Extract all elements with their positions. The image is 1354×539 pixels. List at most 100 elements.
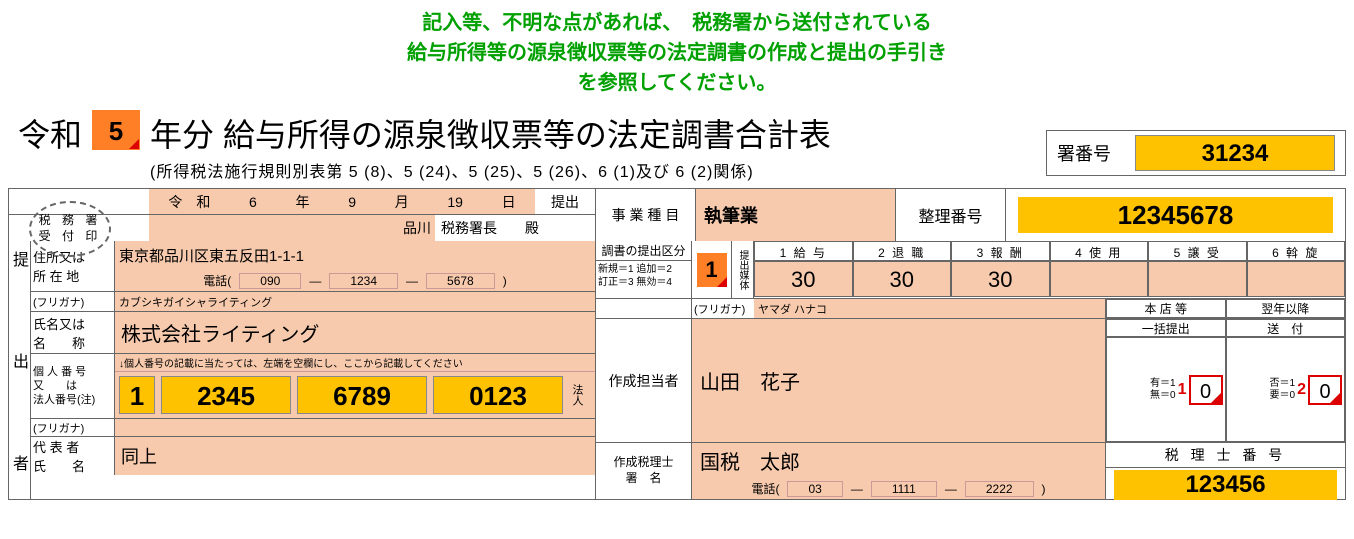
rep-label1: 代 表 者 xyxy=(33,437,112,456)
col-h4: 4 使 用 xyxy=(1050,241,1149,261)
header-line1: 記入等、不明な点があれば、 税務署から送付されている xyxy=(8,8,1346,38)
zdash1: — xyxy=(851,482,863,496)
ztel-close: ) xyxy=(1042,482,1046,496)
chousho-legend: 新規＝1 追加＝2 訂正＝3 無効＝4 xyxy=(596,261,691,298)
tel2: 1234 xyxy=(329,273,398,289)
tel-label: 電話( xyxy=(203,272,231,289)
seiri-value: 12345678 xyxy=(1018,197,1332,233)
corpnum-4: 0123 xyxy=(433,376,563,414)
dash1: — xyxy=(309,274,321,288)
tel3: 5678 xyxy=(426,273,495,289)
ztel2: 1111 xyxy=(871,481,937,497)
header-line2: 給与所得等の源泉徴収票等の法定調書の作成と提出の手引き xyxy=(8,38,1346,68)
title-main: 年分 給与所得の源泉徴収票等の法定調書合計表 xyxy=(150,110,1046,156)
col-v6 xyxy=(1247,261,1346,297)
col-v3: 30 xyxy=(951,261,1050,297)
rep-furigana xyxy=(115,419,595,436)
ztel-label: 電話( xyxy=(751,480,779,497)
zeirishi-label1: 作成税理士 xyxy=(613,455,673,471)
submit-date-row: 令 和 6 年 9 月 19 日 xyxy=(149,189,535,214)
addr-label2: 所 在 地 xyxy=(33,266,112,285)
tax-office-suffix: 税務署長 殿 xyxy=(435,218,595,238)
col-h3: 3 報 酬 xyxy=(951,241,1050,261)
biz-type-value: 執筆業 xyxy=(695,189,895,241)
rep-name: 同上 xyxy=(115,437,595,475)
col-v4 xyxy=(1050,261,1149,297)
ari-label: 有＝1 xyxy=(1150,378,1176,390)
houjin-label: 法人 xyxy=(569,384,585,406)
ztel1: 03 xyxy=(787,481,842,497)
sho-bango-label: 署番号 xyxy=(1057,140,1111,166)
furigana-label2: (フリガナ) xyxy=(31,419,115,436)
corpnum-label2: 又 は xyxy=(33,379,112,393)
stamp-circle: 税 務 署 受 付 印 xyxy=(29,201,111,257)
col-h5: 5 譲 受 xyxy=(1148,241,1247,261)
zdash2: — xyxy=(945,482,957,496)
corpnum-2: 2345 xyxy=(161,376,291,414)
year-value: 5 xyxy=(92,110,140,150)
rep-label2: 氏 名 xyxy=(33,456,112,475)
prep-name: 山田 花子 xyxy=(692,319,1105,442)
seiri-label: 整理番号 xyxy=(895,189,1005,241)
col-v2: 30 xyxy=(853,261,952,297)
zeirishi-label2: 署 名 xyxy=(625,471,661,487)
prep-label: 作成担当者 xyxy=(596,319,691,443)
date-m: 9 xyxy=(348,194,356,210)
col-h6: 6 斡 旋 xyxy=(1247,241,1346,261)
date-era: 令 和 xyxy=(168,192,210,212)
stamp-line1: 税 務 署 xyxy=(39,213,102,229)
date-d: 19 xyxy=(447,194,463,210)
furigana-label1: (フリガナ) xyxy=(31,292,115,311)
era-label: 令和 xyxy=(18,110,82,156)
corpnum-note: ↓個人番号の記載に当たっては、左端を空欄にし、ここから記載してください xyxy=(115,354,595,372)
name-label1: 氏名又は xyxy=(33,314,112,333)
zeirishi-name: 国税 太郎 xyxy=(692,443,1105,478)
dash2: — xyxy=(406,274,418,288)
corpnum-1: 1 xyxy=(119,376,155,414)
zeirishi-bango-label: 税 理 士 番 号 xyxy=(1106,443,1345,468)
submitter-vlabel: 提 出 者 xyxy=(9,241,31,499)
corpnum-label3: 法人番号(注) xyxy=(33,393,112,407)
zero2: 0 xyxy=(1308,375,1342,405)
address-value: 東京都品川区東五反田1-1-1 xyxy=(115,241,595,270)
title-subtitle: (所得税法施行規則別表第 5 (8)、5 (24)、5 (25)、5 (26)、… xyxy=(150,158,1046,182)
red1: 1 xyxy=(1178,381,1187,399)
header-instruction: 記入等、不明な点があれば、 税務署から送付されている 給与所得等の源泉徴収票等の… xyxy=(8,8,1346,98)
red2: 2 xyxy=(1297,381,1306,399)
nashi-label: 無＝0 xyxy=(1150,390,1176,402)
chousho-label: 調書の提出区分 xyxy=(596,241,691,261)
prep-furi-label: (フリガナ) xyxy=(692,299,754,318)
company-furigana: カブシキガイシャライティング xyxy=(115,292,595,311)
tel-close: ) xyxy=(503,274,507,288)
date-yu: 年 xyxy=(296,192,310,212)
honten-r1a: 翌年以降 xyxy=(1229,302,1343,316)
col-h2: 2 退 職 xyxy=(853,241,952,261)
date-mu: 月 xyxy=(395,192,409,212)
honten-l1a: 本 店 等 xyxy=(1109,302,1223,316)
col-v1: 30 xyxy=(754,261,853,297)
zero1: 0 xyxy=(1189,375,1223,405)
name-label2: 名 称 xyxy=(33,333,112,352)
company-name: 株式会社ライティング xyxy=(115,312,595,353)
you-label: 要＝0 xyxy=(1270,390,1296,402)
honten-l1b: 一括提出 xyxy=(1106,319,1226,337)
col-h1: 1 給 与 xyxy=(754,241,853,261)
honten-r1b: 送 付 xyxy=(1226,319,1346,337)
tel1: 090 xyxy=(239,273,301,289)
stamp-line2: 受 付 印 xyxy=(39,229,102,245)
col-v5 xyxy=(1148,261,1247,297)
prep-furigana: ヤマダ ハナコ xyxy=(754,299,1105,318)
biz-type-label: 事 業 種 目 xyxy=(595,189,695,241)
date-y: 6 xyxy=(249,194,257,210)
corpnum-3: 6789 xyxy=(297,376,427,414)
ztel3: 2222 xyxy=(965,481,1034,497)
tax-office-name: 品川 xyxy=(403,218,431,238)
submit-label: 提出 xyxy=(535,192,595,212)
medium-label: 提出媒体 xyxy=(732,241,754,298)
hi-label: 否＝1 xyxy=(1270,378,1296,390)
corpnum-label1: 個 人 番 号 xyxy=(33,365,112,379)
zeirishi-bango-value: 123456 xyxy=(1114,470,1337,500)
chousho-value: 1 xyxy=(697,253,727,287)
sho-bango-value: 31234 xyxy=(1135,135,1335,171)
header-line3: を参照してください。 xyxy=(8,68,1346,98)
